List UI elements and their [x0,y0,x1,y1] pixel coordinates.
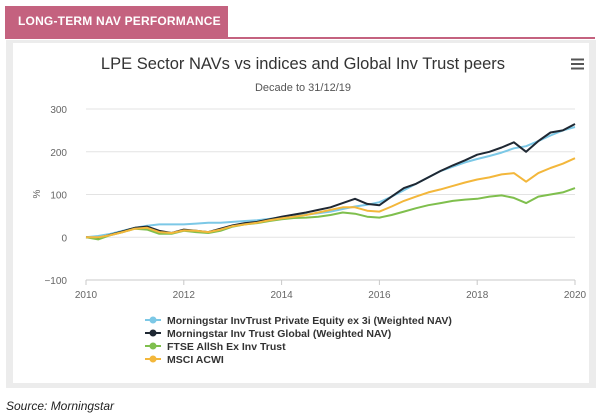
section-header-tab: LONG-TERM NAV PERFORMANCE [5,6,228,37]
x-tick-label: 2012 [173,290,196,301]
y-tick-label: 100 [50,191,67,202]
x-tick-label: 2020 [564,290,587,301]
source-note: Source: Morningstar [6,399,115,413]
legend-item-1[interactable]: Morningstar Inv Trust Global (Weighted N… [145,328,391,340]
legend-dot-marker [149,342,157,350]
legend-item-0[interactable]: Morningstar InvTrust Private Equity ex 3… [145,315,452,327]
legend-item-3[interactable]: MSCI ACWI [145,354,224,366]
gridlines [86,108,575,281]
section-header-label: LONG-TERM NAV PERFORMANCE [18,14,221,28]
legend-item-2[interactable]: FTSE AllSh Ex Inv Trust [145,341,286,353]
legend-label: Morningstar InvTrust Private Equity ex 3… [167,315,452,327]
legend-dot-marker [149,316,157,324]
y-tick-labels: 300 200 100 0 −100 [44,105,67,287]
series-line-0[interactable] [85,126,576,239]
series-line-1[interactable] [85,123,576,240]
y-axis-label: % [32,189,43,198]
legend: Morningstar InvTrust Private Equity ex 3… [145,315,452,366]
series-lines [85,123,576,241]
x-tick-label: 2014 [270,290,293,301]
y-tick-label: 200 [50,148,67,159]
legend-label: FTSE AllSh Ex Inv Trust [167,341,286,353]
legend-label: Morningstar Inv Trust Global (Weighted N… [167,328,391,340]
header-divider [5,37,595,39]
legend-label: MSCI ACWI [167,354,224,366]
y-tick-label: 300 [50,105,67,116]
chart-title: LPE Sector NAVs vs indices and Global In… [101,55,505,73]
hamburger-menu-icon [571,58,584,70]
x-tick-label: 2010 [75,290,98,301]
series-line-3[interactable] [86,157,576,239]
x-tick-labels: 2010 2012 2014 2016 2018 2020 [75,280,587,301]
x-tick-label: 2016 [368,290,391,301]
y-tick-label: −100 [44,276,67,287]
series-line-2[interactable] [85,187,576,241]
legend-dot-marker [149,329,157,337]
x-tick-label: 2018 [466,290,489,301]
chart-subtitle: Decade to 31/12/19 [255,82,351,94]
legend-dot-marker [149,355,157,363]
y-tick-label: 0 [61,233,67,244]
chart-menu-button[interactable] [558,52,598,76]
